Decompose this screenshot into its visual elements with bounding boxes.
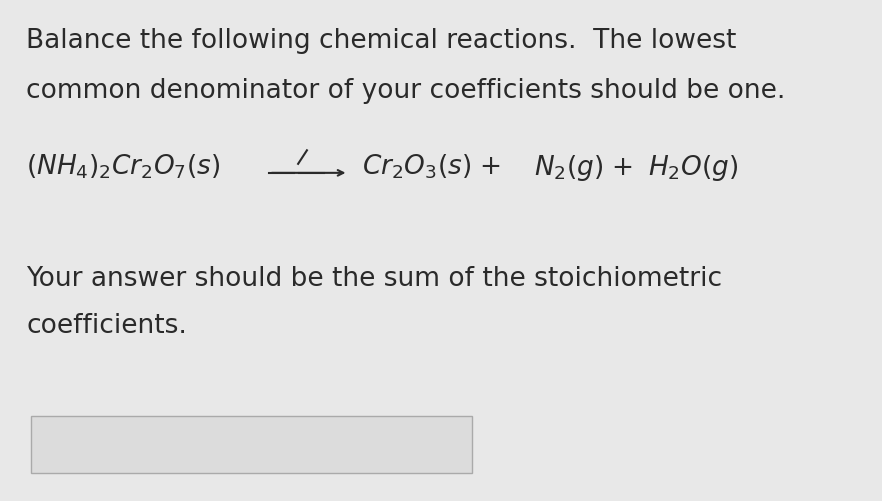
Text: common denominator of your coefficients should be one.: common denominator of your coefficients … — [26, 78, 786, 104]
Text: $H_2O(g)$: $H_2O(g)$ — [648, 153, 738, 183]
Text: Balance the following chemical reactions.  The lowest: Balance the following chemical reactions… — [26, 28, 736, 54]
Text: $Cr_2O_3(s)$ +: $Cr_2O_3(s)$ + — [362, 153, 501, 181]
Text: $N_2(g)$ +: $N_2(g)$ + — [534, 153, 632, 183]
FancyBboxPatch shape — [31, 416, 472, 473]
Text: Your answer should be the sum of the stoichiometric: Your answer should be the sum of the sto… — [26, 266, 722, 292]
Text: $(NH_4)_2Cr_2O_7(s)$: $(NH_4)_2Cr_2O_7(s)$ — [26, 153, 220, 181]
Text: coefficients.: coefficients. — [26, 313, 187, 339]
